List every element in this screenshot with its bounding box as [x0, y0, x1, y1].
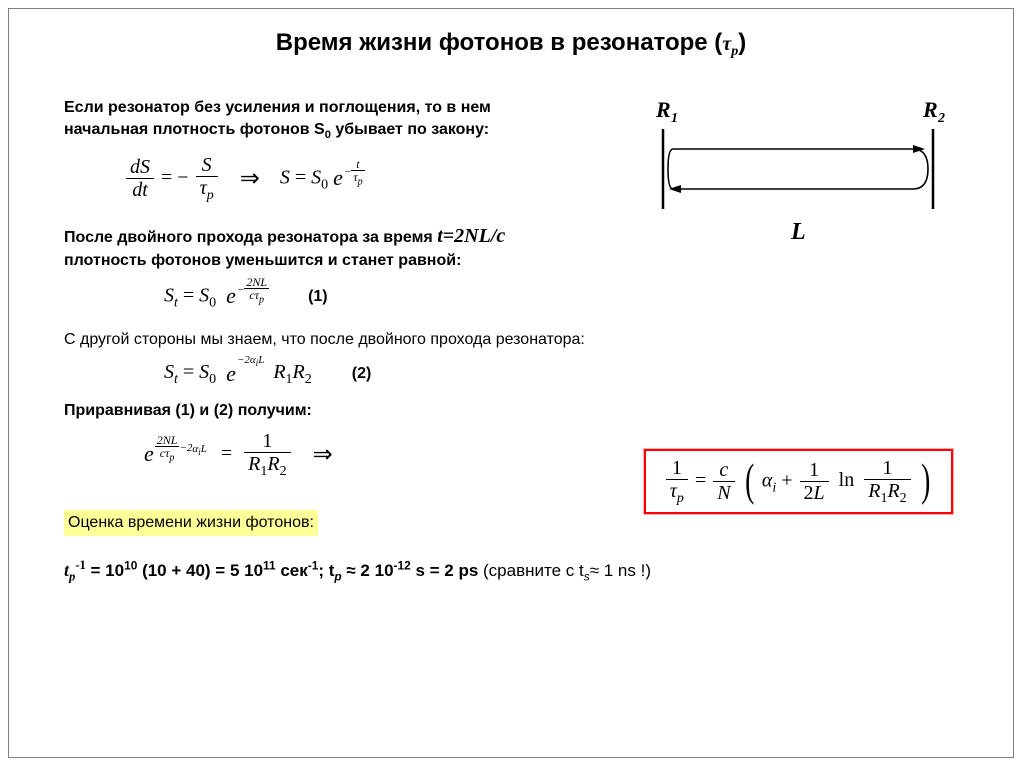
- para2-a: После двойного прохода резонатора за вре…: [64, 229, 437, 246]
- implies-icon-2: ⇒: [313, 440, 333, 469]
- resonator-svg: R 1 R 2 L: [613, 89, 963, 249]
- ff: ≈ 2 10: [342, 561, 394, 580]
- implies-icon: ⇒: [240, 164, 260, 193]
- svg-text:L: L: [790, 219, 806, 245]
- eq-label-2: (2): [352, 365, 372, 383]
- svg-text:R: R: [655, 97, 671, 122]
- para1-line1: Если резонатор без усиления и поглощения…: [64, 99, 491, 116]
- fg: s = 2 ps: [411, 561, 483, 580]
- eq1-right: S = S0 e−tτp: [280, 164, 364, 193]
- page-title: Время жизни фотонов в резонаторе (τp): [9, 29, 1013, 60]
- hl-text: Оценка времени жизни фотонов:: [68, 514, 314, 531]
- fh: (сравните с t: [483, 561, 584, 580]
- fc: (10 + 40) = 5 10: [137, 561, 263, 580]
- fd: сек: [276, 561, 308, 580]
- para2-l2: плотность фотонов уменьшится и станет ра…: [64, 252, 461, 269]
- eq-row-3: St = S0 e−2αiL R1R2 (2): [164, 360, 973, 388]
- eq-label-1: (1): [308, 288, 328, 306]
- para1-line2b: убывает по закону:: [331, 121, 489, 138]
- slide-frame: Время жизни фотонов в резонаторе (τp) Ес…: [8, 8, 1014, 758]
- eq-row-2: St = S0 e−2NLcτp (1): [164, 282, 973, 311]
- eq4-left: e2NLcτp−2αiL = 1R1R2: [144, 430, 293, 479]
- para1-line2a: начальная плотность фотонов S: [64, 121, 325, 138]
- title-prefix: Время жизни фотонов в резонаторе (: [276, 29, 723, 56]
- para4-text: Приравнивая (1) и (2) получим:: [64, 402, 312, 419]
- eq2: St = S0 e−2NLcτp: [164, 282, 268, 311]
- resonator-diagram: R 1 R 2 L: [613, 89, 963, 249]
- highlight-label: Оценка времени жизни фотонов:: [64, 510, 318, 536]
- para-3: С другой стороны мы знаем, что после дво…: [64, 329, 973, 351]
- para3-text: С другой стороны мы знаем, что после дво…: [64, 331, 585, 348]
- eq1-left: dSdt = − Sτp: [124, 154, 220, 203]
- fe: ; t: [318, 561, 334, 580]
- eq3: St = S0 e−2αiL R1R2: [164, 360, 312, 388]
- svg-text:1: 1: [671, 111, 678, 126]
- fi: ≈ 1 ns !): [590, 561, 651, 580]
- para2-b: t=2NL/c: [437, 225, 505, 247]
- svg-text:2: 2: [937, 111, 945, 126]
- title-suffix: ): [738, 29, 746, 56]
- fb: = 10: [86, 561, 124, 580]
- final-estimate-line: tp-1 = 1010 (10 + 40) = 5 1011 сек-1; tp…: [64, 558, 973, 585]
- para-4: Приравнивая (1) и (2) получим:: [64, 400, 973, 422]
- svg-text:R: R: [922, 97, 938, 122]
- title-tau: τ: [722, 33, 731, 55]
- boxed-result-formula: 1τp = cN ( αi + 12L ln 1R1R2 ): [644, 449, 953, 514]
